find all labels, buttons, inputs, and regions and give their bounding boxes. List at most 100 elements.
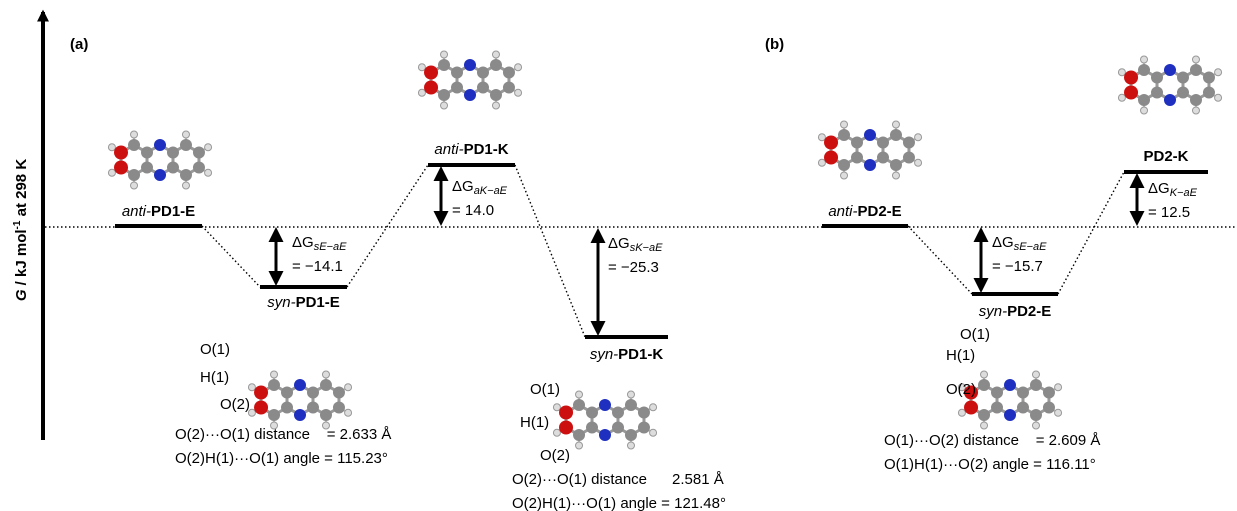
atom [1151,87,1163,99]
level-prefix: syn- [590,346,618,363]
delta-sub: sE−aE [1014,241,1047,253]
hydrogen [441,102,448,109]
atom [1151,72,1163,84]
delta-symbol: ΔGaK−aE [452,178,508,197]
delta-value: = 12.5 [1148,204,1190,221]
hydrogen [515,64,522,71]
angle-text: O(2)H(1)···O(1) angle = 121.48° [512,495,726,511]
atom [890,129,902,141]
atom [333,387,345,399]
hydrogen [1141,56,1148,63]
atom [320,409,332,421]
atom [1190,64,1202,76]
panel-label: (b) [765,36,784,53]
atom [559,421,573,435]
atom-label: O(1) [530,381,560,398]
atom [838,159,850,171]
hydrogen [1032,422,1039,429]
atom [1043,387,1055,399]
atom [964,401,978,415]
hydrogen [1055,384,1062,391]
level-label: PD2-K [1143,148,1188,165]
hydrogen [492,102,499,109]
atom [128,139,140,151]
atom [586,422,598,434]
connector [515,165,585,337]
atom-label: H(1) [520,414,549,431]
atom [180,169,192,181]
hydrogen [1141,107,1148,114]
delta-g: ΔG [452,178,474,195]
level-name: PD2-E [1007,303,1051,320]
hydrogen [418,89,425,96]
atom-label: O(1) [960,326,990,343]
hydrogen [515,89,522,96]
hydrogen [650,404,657,411]
atom [612,407,624,419]
hydrogen [981,422,988,429]
atom [193,162,205,174]
hydrogen [1192,56,1199,63]
hydrogen [1118,94,1125,101]
atom [1164,64,1176,76]
atom [268,379,280,391]
atom [1138,94,1150,106]
energy-diagram: G / kJ mol-1 at 298 K (a) (b) anti-PD1-E… [0,0,1237,511]
atom [903,137,915,149]
hydrogen [892,121,899,128]
atom [1043,402,1055,414]
atom [559,406,573,420]
hydrogen [1055,409,1062,416]
atom [573,399,585,411]
atom [1177,87,1189,99]
hydrogen [182,131,189,138]
hydrogen [1215,69,1222,76]
level-prefix: anti- [434,141,463,158]
atom [824,136,838,150]
connector [347,165,428,287]
atom [991,402,1003,414]
atom [141,162,153,174]
atom [281,387,293,399]
atom [1124,71,1138,85]
hydrogen [915,134,922,141]
atom [451,82,463,94]
atom [167,162,179,174]
atom [438,89,450,101]
atom [503,67,515,79]
atom [268,409,280,421]
hydrogen [345,384,352,391]
delta-sub: K−aE [1170,187,1198,199]
atom [864,159,876,171]
atom [851,137,863,149]
hydrogen [981,371,988,378]
hydrogen [492,51,499,58]
atom [128,169,140,181]
distance-text: O(1)···O(2) distance = 2.609 Å [884,432,1100,449]
level-name: PD1-E [151,203,195,220]
delta-g: ΔG [1148,180,1170,197]
delta-value: = −14.1 [292,258,343,275]
hydrogen [108,144,115,151]
atom [464,59,476,71]
delta-g: ΔG [992,234,1014,251]
atom [167,147,179,159]
delta-sub: aK−aE [474,185,508,197]
atom [638,407,650,419]
hydrogen [627,442,634,449]
atom [612,422,624,434]
delta-g: ΔG [608,235,630,252]
level-prefix: syn- [979,303,1007,320]
level-prefix: anti- [828,203,857,220]
hydrogen [576,442,583,449]
hydrogen [627,391,634,398]
atom [333,402,345,414]
atom [180,139,192,151]
connector [908,226,972,294]
atom [625,429,637,441]
atom [1177,72,1189,84]
atom-label: O(2) [540,447,570,464]
level-label: syn-PD1-K [590,346,664,363]
atom [307,402,319,414]
hydrogen [205,144,212,151]
